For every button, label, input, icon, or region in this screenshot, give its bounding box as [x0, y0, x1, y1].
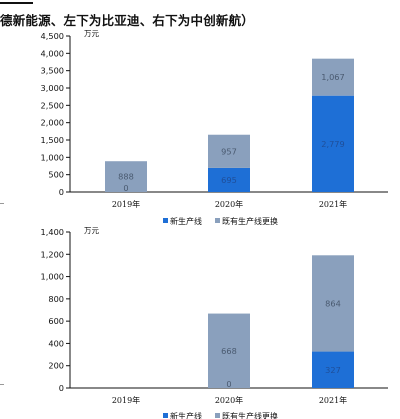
bar-existing-line — [105, 161, 147, 192]
data-label-new: 695 — [221, 175, 237, 185]
legend-swatch — [163, 218, 168, 223]
y-tick-label: 0 — [59, 187, 64, 197]
bar-existing-line — [208, 134, 250, 168]
data-label-new: 327 — [325, 365, 341, 375]
y-tick-label: 800 — [48, 294, 64, 304]
y-tick-label: 2,000 — [41, 118, 64, 128]
legend-label: 新生产线 — [170, 216, 202, 226]
x-tick-label: 2019年 — [112, 199, 140, 209]
unit-label: 万元 — [84, 29, 99, 38]
x-tick-label: 2021年 — [319, 395, 347, 405]
data-label-new: 0 — [123, 183, 128, 193]
legend-label: 既有生产线更换 — [222, 411, 278, 419]
y-tick-label: 500 — [48, 170, 64, 180]
y-tick-label: 1,200 — [41, 249, 64, 259]
y-tick-label: 1,000 — [41, 272, 64, 282]
y-tick-label: 200 — [48, 361, 64, 371]
bar-existing-line — [312, 58, 354, 96]
legend-swatch — [163, 413, 168, 418]
unit-label: 万元 — [84, 226, 99, 235]
y-tick-label: 4,000 — [41, 48, 64, 58]
data-label-new: 0 — [226, 379, 231, 389]
page-title: 德新能源、左下为比亚迪、右下为中创新航） — [0, 13, 255, 28]
y-tick-label: 4,500 — [41, 31, 64, 41]
legend-swatch — [215, 413, 220, 418]
y-tick-label: 1,500 — [41, 135, 64, 145]
data-label-existing: 888 — [118, 172, 134, 182]
y-tick-label: 0 — [59, 383, 64, 393]
x-tick-label: 2019年 — [112, 395, 140, 405]
y-tick-label: 1,400 — [41, 227, 64, 237]
data-label-existing: 864 — [325, 298, 341, 308]
edge-mark — [0, 203, 4, 204]
edge-mark — [0, 384, 4, 385]
legend-swatch — [215, 218, 220, 223]
legend-label: 新生产线 — [170, 411, 202, 419]
bar-existing-line — [312, 255, 354, 352]
bar-new-line — [312, 95, 354, 192]
bar-existing-line — [208, 313, 250, 388]
x-tick-label: 2020年 — [215, 395, 243, 405]
y-tick-label: 600 — [48, 316, 64, 326]
data-label-existing: 957 — [221, 146, 237, 156]
legend-label: 既有生产线更换 — [222, 216, 278, 226]
x-tick-label: 2021年 — [319, 199, 347, 209]
bar-new-line — [208, 167, 250, 192]
bar-new-line — [312, 351, 354, 388]
y-tick-label: 3,000 — [41, 83, 64, 93]
data-label-new: 2,779 — [321, 139, 344, 149]
y-tick-label: 3,500 — [41, 66, 64, 76]
y-tick-label: 2,500 — [41, 100, 64, 110]
header-rule — [0, 2, 33, 4]
data-label-existing: 668 — [221, 346, 237, 356]
y-tick-label: 400 — [48, 338, 64, 348]
x-tick-label: 2020年 — [215, 199, 243, 209]
y-tick-label: 1,000 — [41, 152, 64, 162]
data-label-existing: 1,067 — [321, 72, 344, 82]
